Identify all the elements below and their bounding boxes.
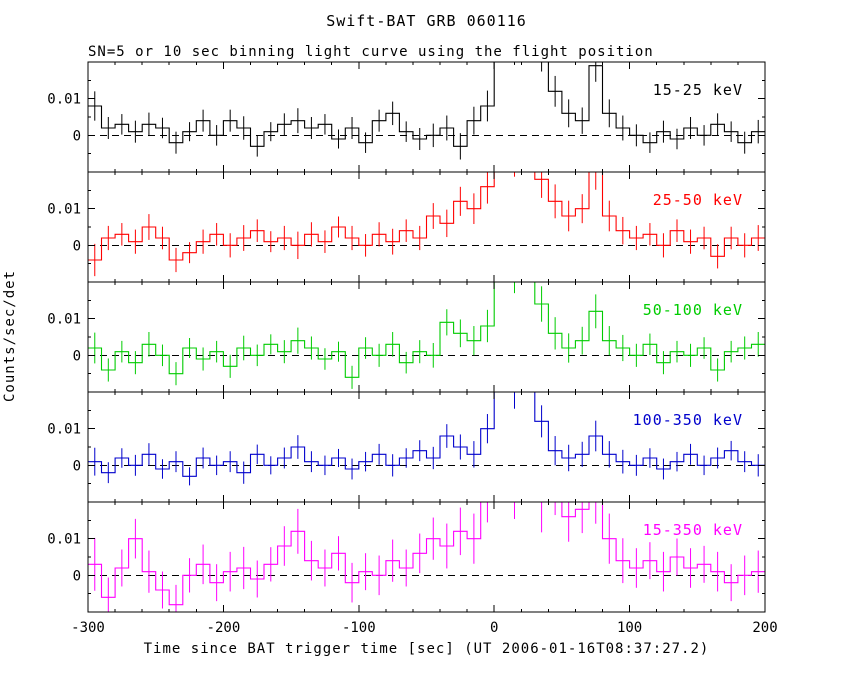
- y-tick-label: 0.01: [47, 202, 81, 218]
- panel-100-350 keV: [88, 392, 765, 486]
- y-tick-label: 0: [73, 348, 81, 364]
- x-axis-label: Time since BAT trigger time [sec] (UT 20…: [143, 641, 710, 657]
- panel-border: [87, 391, 766, 503]
- x-tick-label: -300: [71, 620, 105, 636]
- panel-border: [87, 281, 766, 393]
- x-tick-label: -100: [342, 620, 376, 636]
- band-label: 15-25 keV: [653, 81, 743, 99]
- y-tick-label: 0: [73, 458, 81, 474]
- y-tick-label: 0.01: [47, 312, 81, 328]
- panel-25-50 keV: [88, 172, 765, 277]
- x-tick-label: 100: [617, 620, 642, 636]
- band-label: 15-350 keV: [643, 521, 743, 539]
- figure-title: Swift-BAT GRB 060116: [326, 12, 527, 30]
- y-tick-label: 0: [73, 568, 81, 584]
- y-tick-label: 0: [73, 238, 81, 254]
- band-label: 25-50 keV: [653, 191, 743, 209]
- band-label: 50-100 keV: [643, 301, 743, 319]
- y-tick-label: 0.01: [47, 92, 81, 108]
- panel-border: [87, 61, 766, 173]
- y-tick-label: 0.01: [47, 532, 81, 548]
- x-tick-label: 0: [490, 620, 498, 636]
- x-tick-label: 200: [752, 620, 777, 636]
- y-tick-label: 0.01: [47, 422, 81, 438]
- panel-15-350 keV: [88, 502, 765, 612]
- y-tick-label: 0: [73, 128, 81, 144]
- figure-subtitle: SN=5 or 10 sec binning light curve using…: [88, 44, 654, 60]
- band-label: 100-350 keV: [633, 411, 743, 429]
- x-tick-label: -200: [207, 620, 241, 636]
- panel-50-100 keV: [88, 282, 765, 389]
- panel-15-25 keV: [88, 62, 765, 160]
